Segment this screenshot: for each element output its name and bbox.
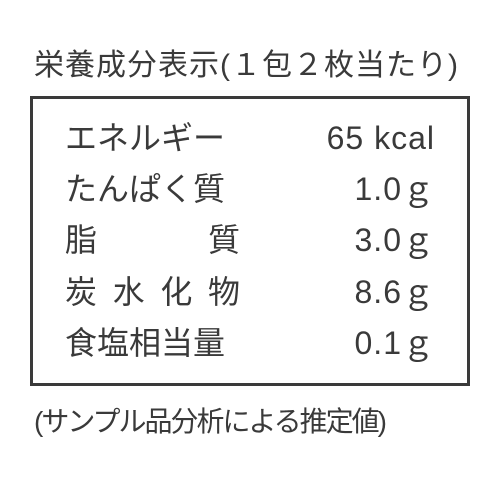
row-label-sodium: 食塩相当量 (65, 318, 225, 369)
row-value-sodium: 0.1ｇ (355, 318, 436, 369)
row-label-protein: たんぱく質 (65, 164, 225, 215)
row-value-protein: 1.0ｇ (355, 164, 436, 215)
row-value-carbs: 8.6ｇ (355, 267, 436, 318)
row-value-energy: 65 kcal (327, 113, 435, 164)
nutrition-table: エネルギー 65 kcal たんぱく質 1.0ｇ 脂質 3.0ｇ 炭水化物 8.… (30, 96, 470, 386)
table-row: たんぱく質 1.0ｇ (65, 164, 435, 215)
row-label-carbs: 炭水化物 (65, 267, 240, 318)
table-row: 脂質 3.0ｇ (65, 215, 435, 266)
table-row: エネルギー 65 kcal (65, 113, 435, 164)
row-label-energy: エネルギー (65, 113, 225, 164)
table-row: 食塩相当量 0.1ｇ (65, 318, 435, 369)
row-label-fat: 脂質 (65, 215, 240, 266)
nutrition-footer: (サンプル品分析による推定値) (30, 400, 470, 440)
nutrition-header: 栄養成分表示(１包２枚当たり) (30, 40, 470, 84)
table-row: 炭水化物 8.6ｇ (65, 267, 435, 318)
row-value-fat: 3.0ｇ (355, 215, 436, 266)
